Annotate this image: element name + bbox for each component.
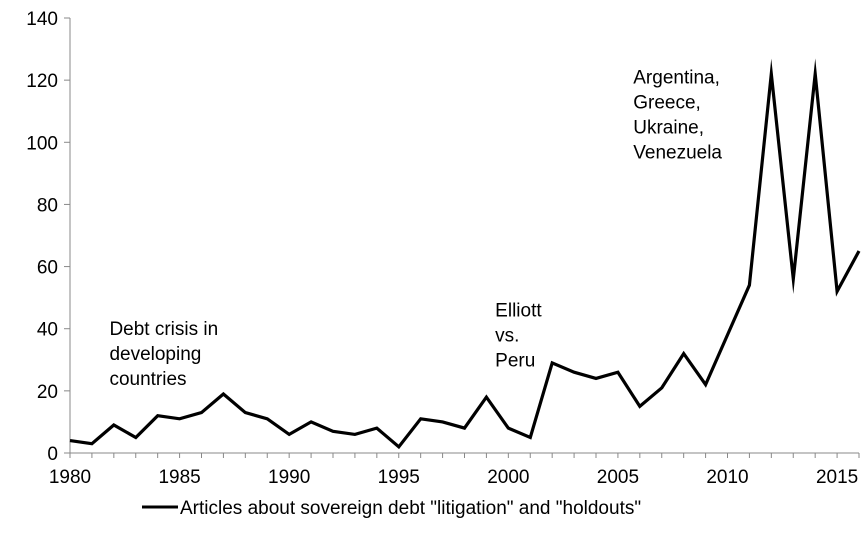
legend: Articles about sovereign debt "litigatio…	[142, 498, 641, 519]
y-tick-label: 40	[37, 320, 58, 341]
annotation-line: Argentina,	[633, 67, 720, 88]
y-tick-label: 60	[37, 258, 58, 279]
series-group	[69, 58, 861, 450]
annotation-1: Debt crisis in developing countries	[109, 319, 218, 390]
annotation-line: Ukraine,	[633, 117, 704, 138]
x-tick-label: 1980	[49, 467, 91, 488]
y-tick-label: 0	[47, 444, 58, 465]
y-tick-label: 20	[37, 382, 58, 403]
x-tick-label: 1995	[378, 467, 420, 488]
annotation-line: Venezuela	[633, 142, 722, 163]
x-axis-ticks: 1980 1985 1990 1995 2000 2005 2010 2015	[49, 453, 860, 488]
annotation-line: countries	[109, 369, 186, 390]
x-tick-label: 1985	[158, 467, 200, 488]
x-tick-label: 1990	[268, 467, 310, 488]
x-tick-label: 2000	[487, 467, 529, 488]
y-tick-label: 120	[26, 71, 58, 92]
annotation-line: Elliott	[495, 300, 542, 321]
x-tick-label: 2010	[706, 467, 748, 488]
x-tick-label: 2015	[816, 467, 858, 488]
series-line	[69, 58, 861, 450]
annotation-line: Debt crisis in	[109, 319, 218, 340]
y-axis-ticks: 0 20 40 60 80 100 120 140	[26, 9, 70, 465]
annotation-2: Elliott vs. Peru	[495, 300, 542, 371]
axes	[69, 18, 859, 454]
annotation-line: Peru	[495, 350, 535, 371]
y-tick-label: 100	[26, 133, 58, 154]
annotation-line: vs.	[495, 325, 519, 346]
x-tick-label: 2005	[597, 467, 639, 488]
annotation-line: developing	[109, 344, 201, 365]
y-tick-label: 140	[26, 9, 58, 30]
y-tick-label: 80	[37, 195, 58, 216]
legend-label: Articles about sovereign debt "litigatio…	[180, 498, 641, 519]
annotations: Debt crisis in developing countries Elliott…	[109, 67, 722, 390]
annotation-line: Greece,	[633, 92, 701, 113]
annotation-3: Argentina, Greece, Ukraine, Venezuela	[633, 67, 722, 163]
